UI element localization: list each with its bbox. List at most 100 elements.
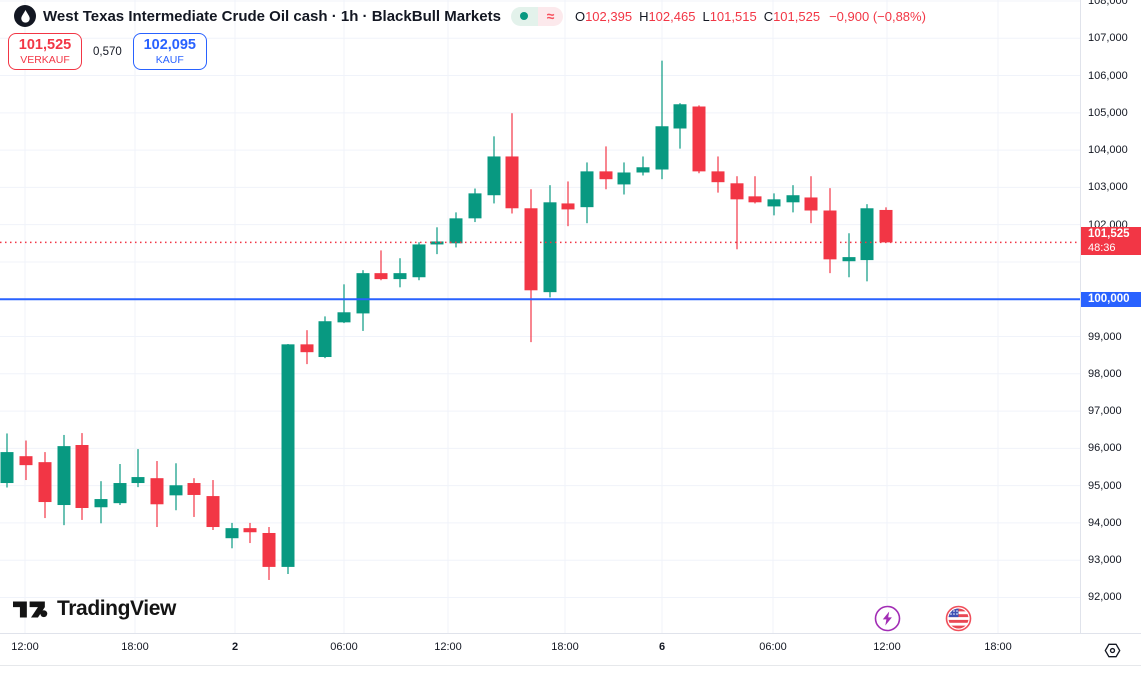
candle-body (730, 183, 744, 200)
delayed-data-icon[interactable]: ≈ (537, 6, 563, 26)
candle[interactable] (636, 156, 650, 176)
price-tick-label: 105,000 (1088, 106, 1128, 119)
price-axis[interactable]: 101,525 48:36 100,000 108,000 107,000 106,… (1080, 0, 1141, 633)
candle[interactable] (318, 316, 332, 359)
time-tick-label: 06:00 (330, 641, 358, 653)
candle[interactable] (169, 463, 183, 511)
candle[interactable] (38, 452, 52, 519)
candle[interactable] (786, 185, 800, 213)
candle[interactable] (243, 522, 257, 544)
candle[interactable] (374, 250, 388, 281)
time-tick-label: 18:00 (121, 641, 149, 653)
candle-body (206, 496, 220, 528)
candle[interactable] (804, 176, 818, 224)
time-tick-label: 06:00 (759, 641, 787, 653)
low-label: L (702, 8, 710, 24)
candle-body (487, 156, 501, 196)
trade-panel: 101,525 VERKAUF 0,570 102,095 KAUF (8, 33, 207, 70)
price-tick-label: 92,000 (1088, 591, 1122, 604)
candle[interactable] (393, 258, 407, 288)
sell-button[interactable]: 101,525 VERKAUF (8, 33, 82, 70)
candle[interactable] (580, 162, 594, 224)
lightning-event-icon[interactable] (874, 605, 901, 633)
bar-countdown: 48:36 (1088, 242, 1116, 255)
candle-body (655, 126, 669, 170)
candle[interactable] (655, 60, 669, 180)
time-axis[interactable]: 12:00 18:00 2 06:00 12:00 18:00 6 06:00 12:00 18:… (0, 633, 1141, 666)
candle-body (823, 210, 837, 260)
candle[interactable] (524, 189, 538, 343)
candle[interactable] (823, 188, 837, 274)
candle[interactable] (748, 176, 762, 204)
candle-body (505, 156, 519, 209)
market-status-pills[interactable]: ≈ (510, 6, 563, 26)
candle[interactable] (94, 481, 108, 524)
candle[interactable] (561, 181, 575, 227)
buy-button[interactable]: 102,095 KAUF (132, 33, 207, 70)
candle-body (131, 477, 145, 484)
candle-body (113, 483, 127, 504)
time-tick-label: 2 (231, 641, 239, 653)
close-value: 101,525 (773, 8, 821, 24)
candle-body (94, 499, 108, 508)
candle-body (673, 104, 687, 129)
candle[interactable] (19, 440, 33, 481)
candle[interactable] (430, 227, 444, 255)
candle-body (599, 171, 613, 180)
candle[interactable] (449, 212, 463, 248)
candle[interactable] (468, 188, 482, 223)
candle[interactable] (711, 156, 725, 193)
chart-canvas[interactable]: West Texas Intermediate Crude Oil cash ·… (0, 0, 1080, 633)
candle[interactable] (412, 242, 426, 281)
candle[interactable] (730, 176, 744, 250)
candle-body (543, 202, 557, 293)
candle[interactable] (57, 434, 71, 526)
candle[interactable] (206, 480, 220, 531)
candle[interactable] (505, 113, 519, 214)
candle[interactable] (356, 270, 370, 331)
candle[interactable] (879, 207, 893, 243)
candle-body (860, 208, 874, 261)
candle[interactable] (75, 433, 89, 520)
candle-body (281, 344, 295, 567)
candle[interactable] (860, 204, 874, 282)
candle[interactable] (599, 146, 613, 190)
candle-body (300, 344, 314, 353)
candle[interactable] (0, 433, 14, 488)
candle[interactable] (543, 185, 557, 298)
tradingview-logo[interactable]: TradingView (13, 597, 176, 621)
candle[interactable] (150, 461, 164, 528)
candle-body (748, 196, 762, 203)
candle-body (636, 167, 650, 173)
market-open-dot-icon[interactable] (510, 6, 538, 26)
crude-oil-symbol-icon (14, 5, 36, 27)
candle-body (243, 528, 257, 533)
us-flag-event-icon[interactable] (945, 605, 972, 633)
candle[interactable] (281, 343, 295, 574)
candle-body (711, 171, 725, 183)
candle[interactable] (113, 464, 127, 506)
candle-body (19, 456, 33, 466)
candle[interactable] (842, 233, 856, 278)
candle-body (879, 209, 893, 243)
candle[interactable] (225, 522, 239, 549)
gear-icon[interactable] (1103, 643, 1122, 664)
candle[interactable] (262, 527, 276, 580)
symbol-legend: West Texas Intermediate Crude Oil cash ·… (14, 5, 926, 27)
candle[interactable] (617, 162, 631, 195)
candle-body (38, 462, 52, 503)
candle[interactable] (337, 284, 351, 324)
tradingview-wordmark: TradingView (57, 597, 176, 620)
candle[interactable] (187, 478, 201, 517)
candle-body (804, 197, 818, 211)
candle-body (337, 312, 351, 323)
candle[interactable] (300, 330, 314, 365)
price-tick-label: 97,000 (1088, 405, 1122, 418)
candle[interactable] (487, 136, 501, 204)
tradingview-mark-icon (13, 601, 48, 617)
candle[interactable] (131, 449, 145, 488)
candle[interactable] (692, 105, 706, 174)
symbol-title[interactable]: West Texas Intermediate Crude Oil cash ·… (43, 7, 501, 25)
candle[interactable] (767, 193, 781, 216)
candle[interactable] (673, 103, 687, 149)
